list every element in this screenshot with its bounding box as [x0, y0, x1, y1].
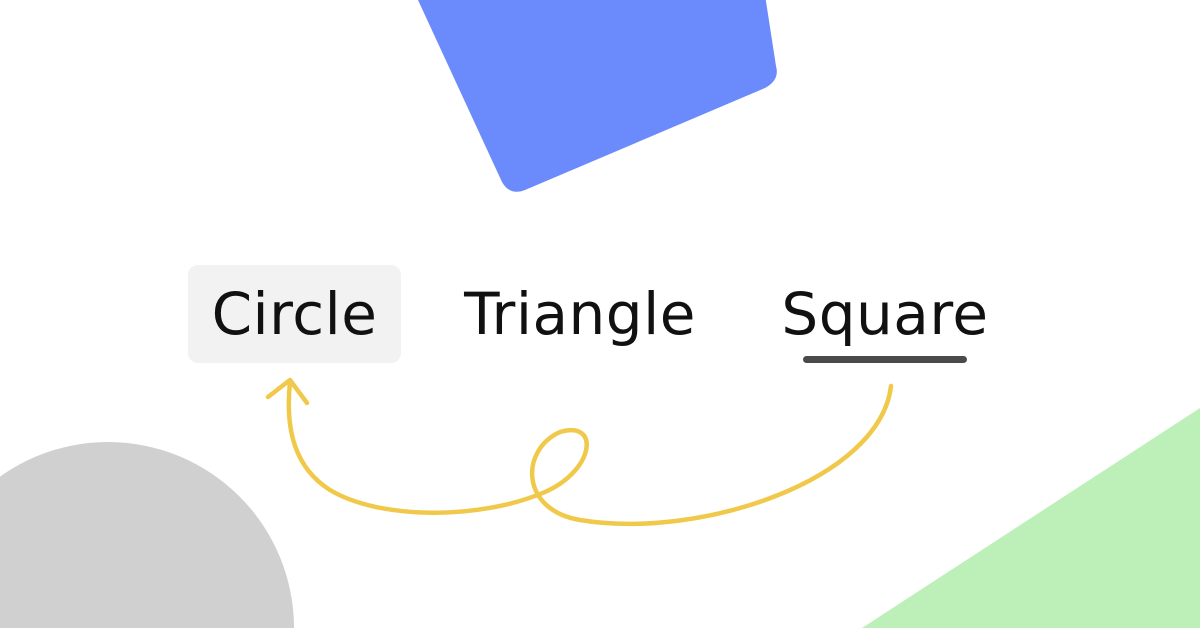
- tab-triangle-label: Triangle: [464, 280, 696, 348]
- tab-triangle[interactable]: Triangle: [447, 265, 713, 363]
- hover-underline: [803, 356, 967, 363]
- tab-circle[interactable]: Circle: [188, 265, 401, 363]
- blue-square-shape: [418, 0, 777, 192]
- tab-square[interactable]: Square: [770, 265, 1000, 363]
- tab-square-label: Square: [781, 280, 989, 348]
- gray-circle-shape: [0, 442, 294, 628]
- arrowhead-icon: [265, 377, 310, 406]
- green-triangle-shape: [862, 408, 1200, 628]
- curly-arrow-icon: [286, 379, 894, 527]
- tab-circle-label: Circle: [211, 280, 378, 348]
